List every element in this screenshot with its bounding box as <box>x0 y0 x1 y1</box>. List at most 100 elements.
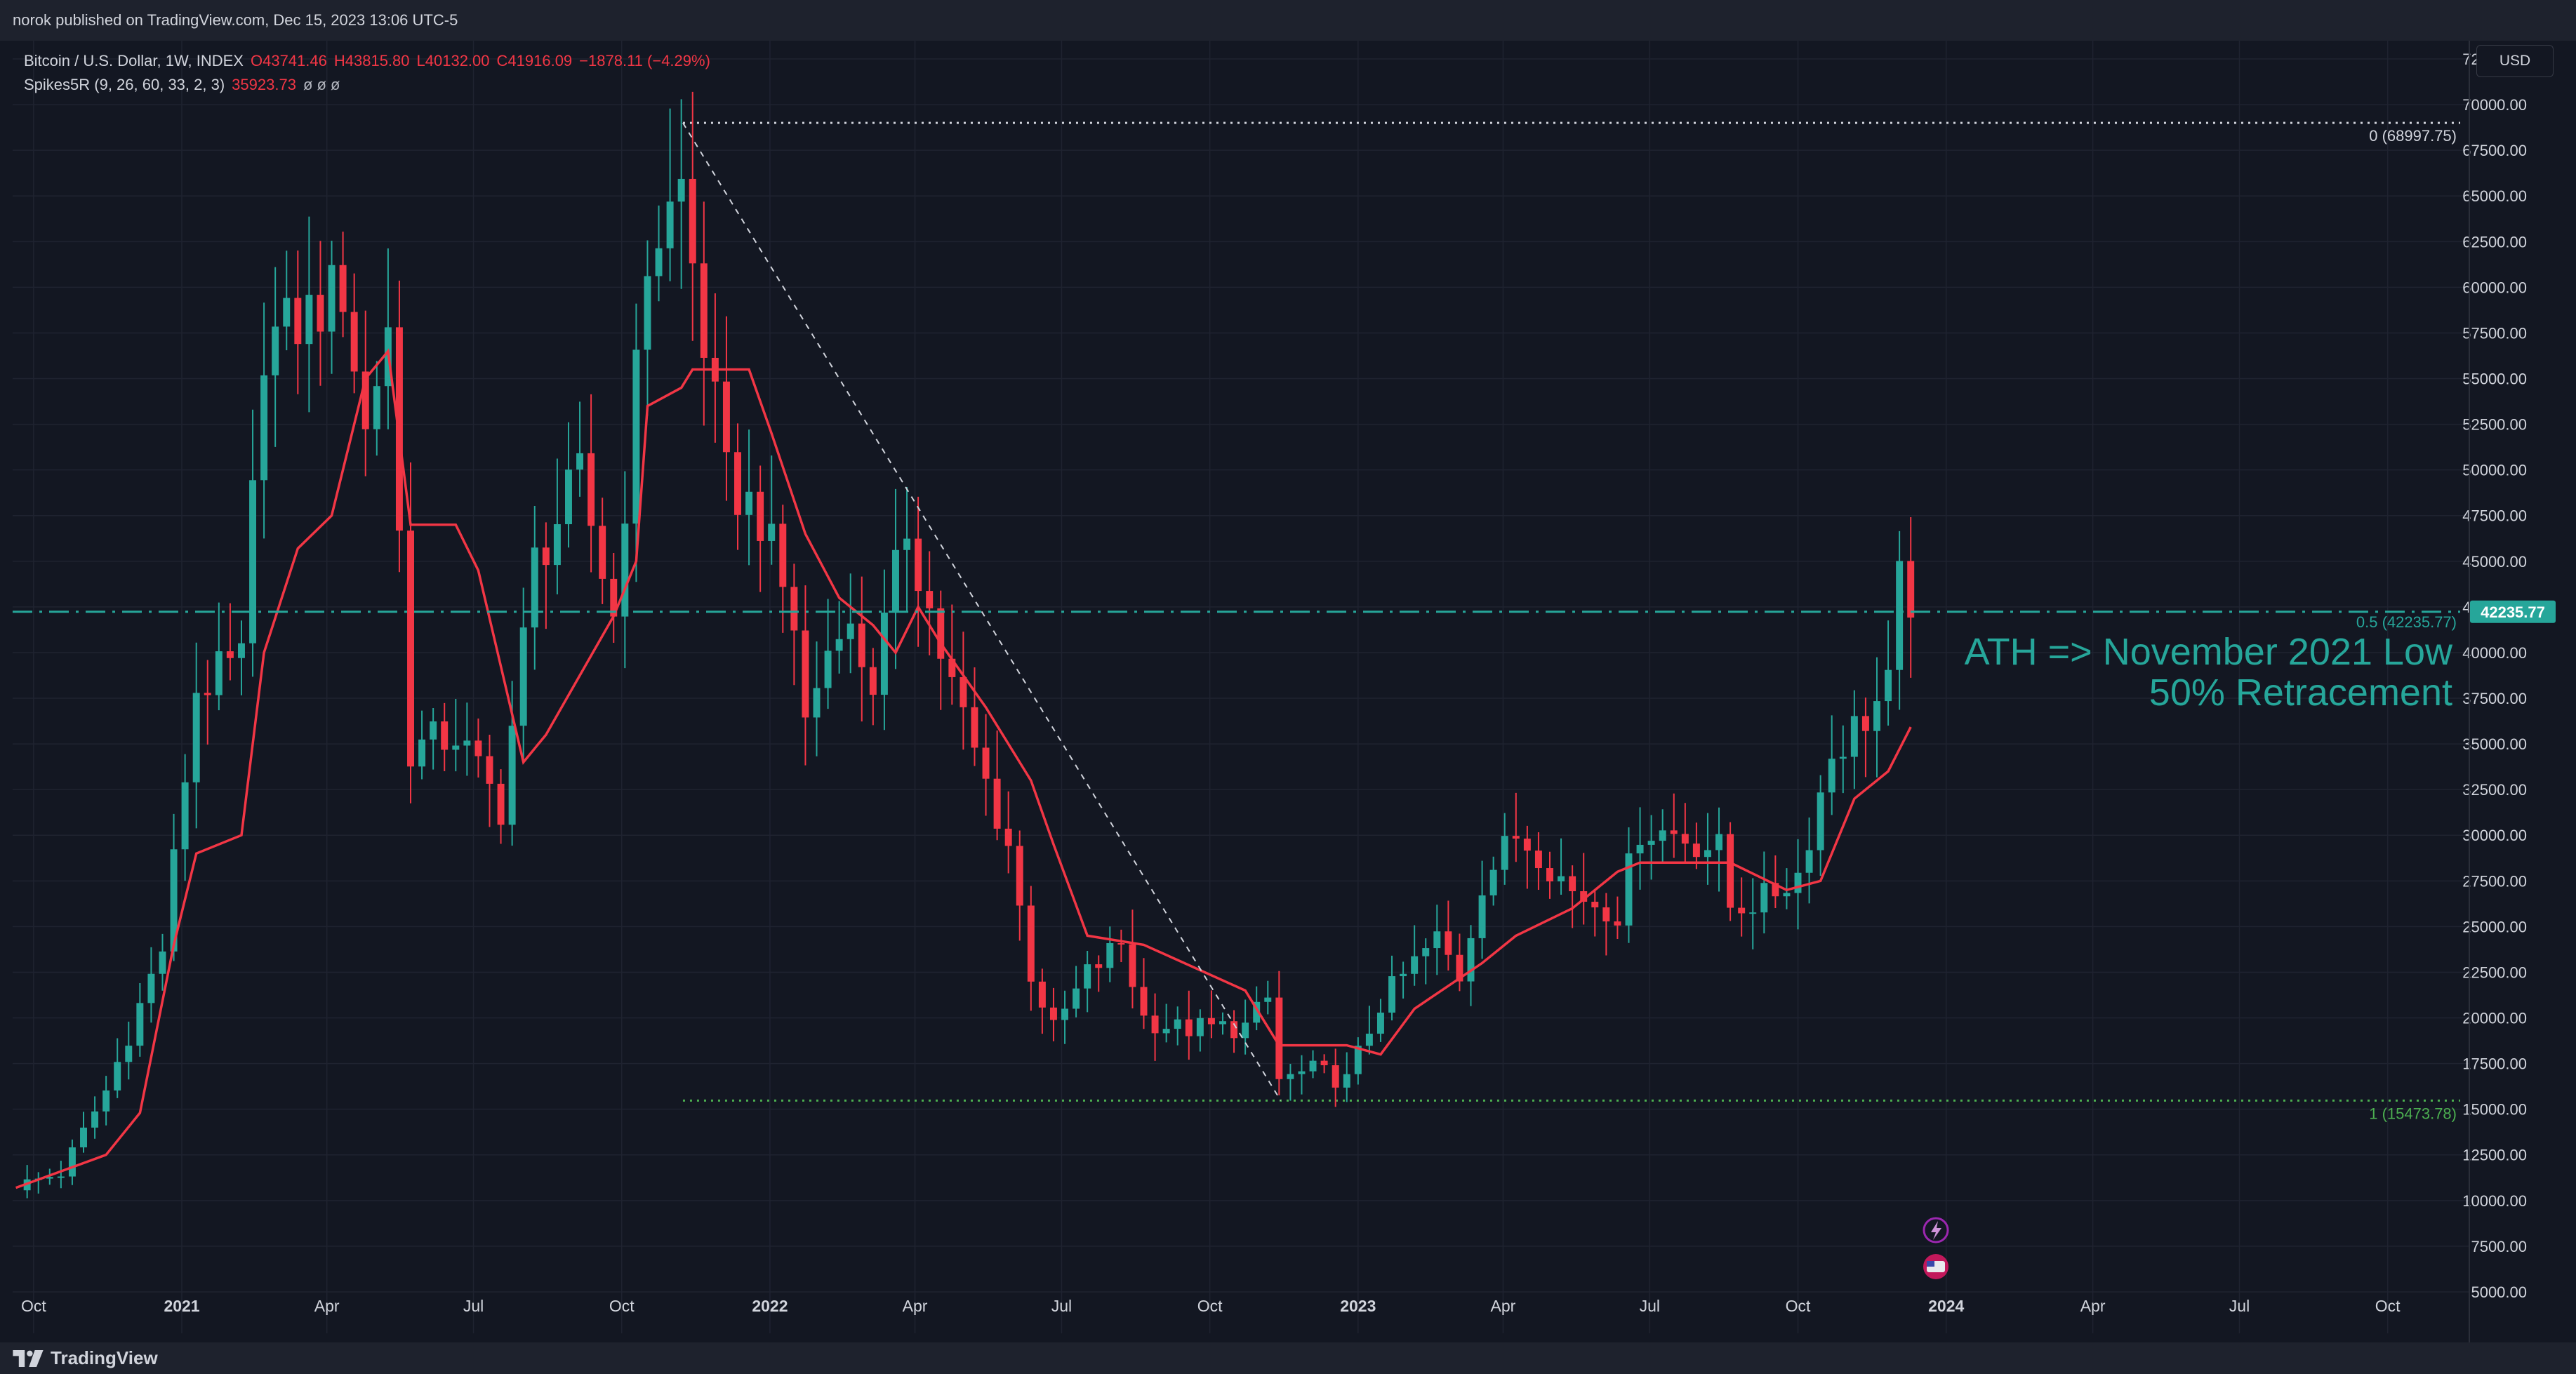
x-tick-label: Oct <box>21 1297 46 1315</box>
tradingview-logo[interactable]: TradingView <box>13 1347 158 1369</box>
x-tick-label: Oct <box>609 1297 635 1315</box>
x-tick-label: Apr <box>2080 1297 2106 1315</box>
trend-line[interactable] <box>682 122 1282 1101</box>
currency-button[interactable]: USD <box>2476 45 2554 77</box>
candle-body-up <box>1106 943 1114 968</box>
candle-body-up <box>283 298 291 327</box>
y-tick-label: 17500.00 <box>2462 1055 2527 1073</box>
candle-body-up <box>847 623 854 639</box>
x-tick-label: Apr <box>903 1297 928 1315</box>
y-tick-label: 35000.00 <box>2462 735 2527 753</box>
candle-body-up <box>1174 1019 1181 1029</box>
price-tag-box <box>2470 600 2556 623</box>
event-badges[interactable] <box>1923 1217 1949 1279</box>
candle-body-up <box>1376 1013 1384 1034</box>
candle-body-down <box>1546 868 1553 882</box>
candle-body-up <box>1264 997 1272 1002</box>
chart-legend: Bitcoin / U.S. Dollar, 1W, INDEX O43741.… <box>24 49 710 97</box>
candle-body-down <box>1681 834 1689 844</box>
y-tick-label: 60000.00 <box>2462 279 2527 296</box>
candle-body-up <box>1828 759 1835 793</box>
x-axis: Oct 2021 Apr Jul Oct 2022 Apr Jul Oct 2023 Apr Jul O… <box>21 1297 2401 1315</box>
candle-body-up <box>813 688 821 718</box>
candle-body-up <box>1850 716 1858 757</box>
candle-body-up <box>46 1177 53 1179</box>
candle-body-up <box>1817 792 1824 851</box>
candle-body-up <box>418 739 426 767</box>
candle-body-down <box>1512 836 1520 839</box>
candle-body-down <box>689 178 696 264</box>
candle-body-down <box>1027 905 1035 982</box>
candle-body-up <box>1794 872 1802 893</box>
candle-body-down <box>1861 716 1869 731</box>
candle-body-down <box>858 623 865 667</box>
candle-body-down <box>610 578 618 617</box>
candle-body-down <box>948 658 956 677</box>
candle-body-up <box>666 201 674 248</box>
x-tick-label: Jul <box>1051 1297 1072 1315</box>
candle-body-up <box>564 469 572 525</box>
candle-body-down <box>1591 902 1599 908</box>
candle-body-up <box>1478 895 1486 938</box>
candle-body-down <box>486 756 493 784</box>
candle-body-down <box>542 547 550 566</box>
candle-body-up <box>1805 850 1813 873</box>
candle-body-up <box>835 639 843 651</box>
candle-body-down <box>1095 964 1103 968</box>
candle-body-up <box>125 1046 133 1062</box>
candle-body-up <box>430 721 437 740</box>
annotation-line-1[interactable]: ATH => November 2021 Low <box>1964 631 2452 673</box>
y-tick-label: 67500.00 <box>2462 142 2527 159</box>
symbol-legend-row[interactable]: Bitcoin / U.S. Dollar, 1W, INDEX O43741.… <box>24 49 710 73</box>
candle-body-down <box>1602 907 1610 922</box>
candle-body-up <box>903 538 911 550</box>
candle-body-up <box>768 523 776 541</box>
trend-line-path[interactable] <box>682 122 1282 1101</box>
candle-body-up <box>1411 956 1419 974</box>
candle-body-down <box>937 608 945 659</box>
candle-body-up <box>632 349 640 524</box>
ohlc-high: H43815.80 <box>333 52 410 69</box>
fib-level-label: 1 (15473.78) <box>2369 1105 2457 1122</box>
fib-retracement[interactable]: 0 (68997.75) 0.5 (42235.77) 1 (15473.78) <box>682 121 2460 1122</box>
fib-level-label: 0.5 (42235.77) <box>2356 613 2457 631</box>
candle-body-up <box>1242 1022 1249 1039</box>
candle-body-up <box>1489 869 1497 895</box>
candle-body-down <box>317 295 324 332</box>
candle-body-down <box>1738 907 1746 914</box>
price-change: −1878.11 (−4.29%) <box>579 52 710 69</box>
candle-body-down <box>1907 561 1915 618</box>
candle-body-up <box>1162 1029 1170 1034</box>
candle-body-up <box>91 1111 99 1128</box>
candle-body-down <box>1445 931 1452 955</box>
candle-body-up <box>531 547 538 628</box>
candle-body-down <box>1185 1019 1193 1036</box>
x-tick-label: Apr <box>314 1297 340 1315</box>
candle-body-up <box>1636 844 1644 854</box>
candle-body-up <box>1783 893 1791 897</box>
y-tick-label: 12500.00 <box>2462 1147 2527 1164</box>
y-tick-label: 5000.00 <box>2471 1283 2527 1301</box>
indicator-name[interactable]: Spikes5R (9, 26, 60, 33, 2, 3) <box>24 76 225 93</box>
candle-body-down <box>1207 1018 1215 1025</box>
candle-body-down <box>226 651 234 658</box>
symbol-name[interactable]: Bitcoin / U.S. Dollar, 1W, INDEX <box>24 52 244 69</box>
candle-body-down <box>497 783 505 825</box>
candle-body-down <box>1772 883 1779 897</box>
candle-body-up <box>1061 1008 1069 1020</box>
candle-body-up <box>1501 836 1508 870</box>
candle-body-down <box>1523 839 1531 851</box>
candle-body-up <box>1298 1071 1306 1074</box>
candle-body-up <box>57 1176 65 1178</box>
indicator-legend-row[interactable]: Spikes5R (9, 26, 60, 33, 2, 3) 35923.73 … <box>24 73 710 97</box>
candle-body-up <box>328 265 336 332</box>
candle-body-down <box>1534 851 1542 869</box>
candle-body-down <box>1230 1021 1238 1039</box>
candle-body-up <box>102 1090 110 1112</box>
candle-body-up <box>1196 1018 1204 1036</box>
candle-body-down <box>1049 1007 1057 1020</box>
candle-body-down <box>960 676 967 707</box>
y-tick-label: 50000.00 <box>2462 462 2527 479</box>
annotation-line-2[interactable]: 50% Retracement <box>2149 672 2452 714</box>
